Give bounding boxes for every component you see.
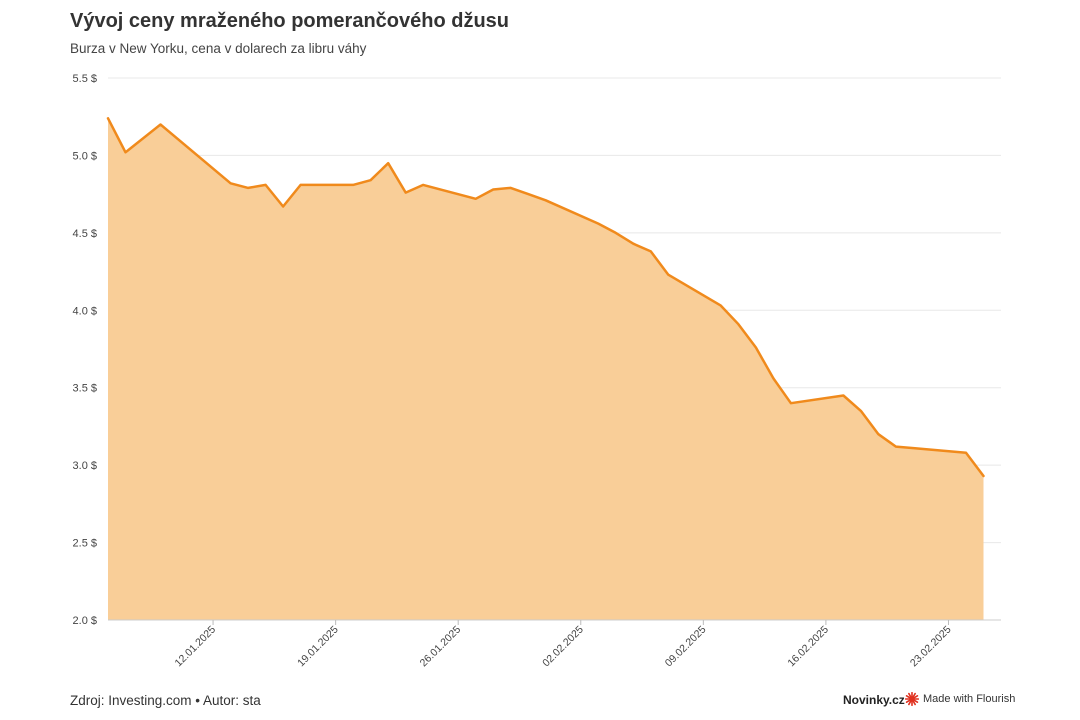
brand-logo[interactable]: Novinky.cz: [843, 693, 905, 707]
series-line: [106, 117, 985, 478]
area-layer: [106, 117, 985, 621]
burst-ray: [912, 700, 916, 706]
y-tick-label: 2.5 $: [73, 538, 97, 550]
burst-ray: [913, 699, 919, 703]
y-tick-label: 4.5 $: [73, 228, 97, 240]
y-axis: 2.0 $ 2.5 $ 3.0 $ 3.5 $ 4.0 $ 4.5 $ 5.0 $ 5.5 $: [73, 73, 97, 627]
burst-ray: [905, 695, 911, 699]
burst-ray: [908, 692, 912, 698]
x-tick-label: 26.01.2025: [418, 624, 464, 670]
x-axis: 12.01.2025 19.01.2025 26.01.2025 02.02.2025…: [108, 619, 1001, 670]
flourish-badge[interactable]: Made with Flourish: [905, 692, 1015, 706]
chart-title: Vývoj ceny mraženého pomerančového džusu: [70, 10, 510, 32]
burst-ray: [908, 700, 912, 706]
y-tick-label: 3.0 $: [73, 460, 97, 472]
chart-subtitle: Burza v New Yorku, cena v dolarech za li…: [70, 41, 367, 56]
x-tick-label: 09.02.2025: [663, 624, 709, 670]
x-tick-label: 16.02.2025: [785, 624, 831, 670]
y-tick-label: 3.5 $: [73, 383, 97, 395]
burst-ray: [912, 692, 916, 698]
burst-ray: [905, 699, 911, 703]
burst-ray: [913, 695, 919, 699]
area-fill: [108, 118, 984, 621]
source-credit: Zdroj: Investing.com • Autor: sta: [70, 693, 261, 708]
flourish-burst-icon: [905, 692, 919, 706]
x-tick-label: 02.02.2025: [540, 624, 586, 670]
x-tick-label: 12.01.2025: [173, 624, 219, 670]
y-tick-label: 5.5 $: [73, 73, 97, 85]
x-tick-label: 23.02.2025: [908, 624, 954, 670]
flourish-label: Made with Flourish: [923, 693, 1016, 705]
x-tick-label: 19.01.2025: [295, 624, 341, 670]
y-tick-label: 4.0 $: [73, 305, 97, 317]
y-tick-label: 5.0 $: [73, 150, 97, 162]
y-tick-label: 2.0 $: [73, 615, 97, 627]
